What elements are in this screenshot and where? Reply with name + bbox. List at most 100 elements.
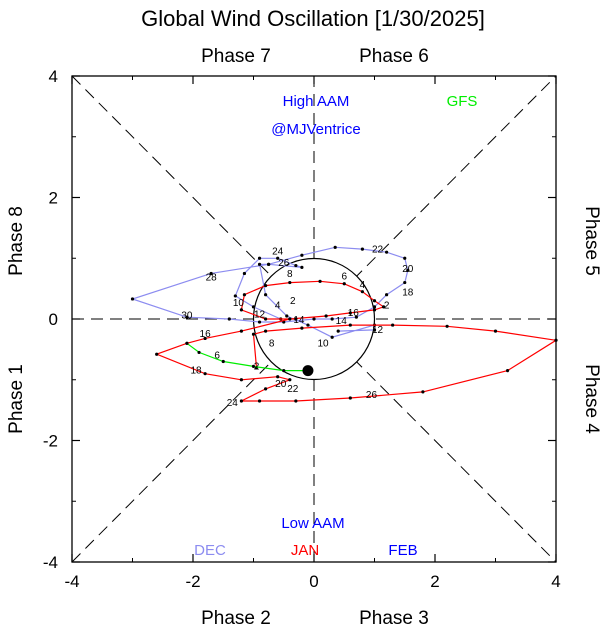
series-point <box>155 352 159 356</box>
day-label: 16 <box>348 308 360 319</box>
day-label: 8 <box>287 269 293 280</box>
series-point <box>385 250 389 254</box>
series-point <box>257 256 262 260</box>
series-point <box>318 279 322 283</box>
day-label: 20 <box>275 379 287 390</box>
series-point <box>288 378 292 382</box>
series-point <box>300 253 304 257</box>
day-label: 28 <box>206 273 218 284</box>
day-label: 2 <box>384 301 390 312</box>
day-label: 6 <box>341 271 347 282</box>
series-point <box>251 305 256 309</box>
y-tick-label: 2 <box>49 189 58 208</box>
series-point <box>267 262 271 266</box>
series-point <box>209 271 213 276</box>
y-tick-label: -2 <box>43 432 58 451</box>
series-point <box>233 294 237 298</box>
day-label: 24 <box>227 398 239 409</box>
legend-dec: DEC <box>194 542 226 559</box>
phase-2-label: Phase 2 <box>201 608 271 629</box>
series-point <box>197 350 201 355</box>
series-point <box>288 317 292 321</box>
series-point <box>203 336 207 341</box>
series-point <box>403 280 407 285</box>
series-point <box>330 335 334 339</box>
series-point <box>264 317 268 321</box>
series-point <box>385 293 389 297</box>
series-point <box>239 399 243 403</box>
series-point <box>288 280 292 285</box>
series-point <box>360 247 364 251</box>
phase-6-label: Phase 6 <box>359 46 429 67</box>
series-point <box>333 245 337 249</box>
series-point <box>506 369 510 373</box>
series-point <box>372 299 377 303</box>
series-point <box>342 282 346 286</box>
phase-4-label: Phase 4 <box>581 364 602 434</box>
series-point <box>264 293 268 297</box>
series-point <box>264 283 268 288</box>
day-label: 24 <box>272 247 284 258</box>
x-tick-label: -2 <box>185 572 200 591</box>
series-point <box>276 256 280 260</box>
day-label: 10 <box>233 298 245 309</box>
day-label: 12 <box>254 310 266 321</box>
credit-label: @MJVentrice <box>271 121 360 138</box>
day-label: 26 <box>278 258 290 269</box>
series-point <box>239 378 243 382</box>
series-point <box>348 311 352 315</box>
day-label: 2 <box>254 361 260 372</box>
series-point <box>285 314 289 318</box>
low-aam-label: Low AAM <box>281 515 344 532</box>
series-point <box>421 390 425 394</box>
day-label: 20 <box>402 264 414 275</box>
series-point <box>312 317 316 321</box>
current-position-marker <box>302 365 314 377</box>
series-point <box>381 305 386 309</box>
series-point <box>300 265 304 269</box>
series-point <box>242 293 247 297</box>
series-point <box>372 305 377 309</box>
series-point <box>130 297 135 301</box>
series-point <box>239 329 243 333</box>
day-label: 14 <box>293 315 305 326</box>
series-point <box>264 387 268 391</box>
day-label: 22 <box>287 384 299 395</box>
series-layer <box>130 245 558 403</box>
series-point <box>294 399 298 403</box>
day-label: 14 <box>336 316 348 327</box>
series-point <box>257 262 262 266</box>
series-point <box>403 256 407 260</box>
x-tick-label: -4 <box>64 572 79 591</box>
series-point <box>391 323 395 327</box>
series-point <box>336 329 340 333</box>
series-point <box>185 341 189 345</box>
series-point <box>276 375 280 379</box>
day-label: 22 <box>372 245 384 256</box>
phase-3-label: Phase 3 <box>359 608 429 629</box>
series-point <box>257 320 262 324</box>
y-tick-label: -4 <box>43 553 58 572</box>
series-point <box>227 317 231 321</box>
x-tick-label: 0 <box>309 572 318 591</box>
series-point <box>294 317 298 321</box>
legend-jan: JAN <box>291 542 319 559</box>
series-point <box>242 271 247 276</box>
series-point <box>257 399 262 403</box>
series-line-2 <box>186 342 308 372</box>
series-point <box>221 359 225 364</box>
x-tick-label: 4 <box>551 572 560 591</box>
y-tick-label: 4 <box>49 67 58 86</box>
chart-title: Global Wind Oscillation [1/30/2025] <box>141 6 485 31</box>
series-point <box>185 315 189 319</box>
series-point <box>360 290 364 294</box>
phase-8-label: Phase 8 <box>6 206 27 276</box>
day-label: 2 <box>290 296 296 307</box>
series-point <box>554 338 558 342</box>
high-aam-label: High AAM <box>283 93 350 110</box>
series-point <box>372 328 377 332</box>
phase-1-label: Phase 1 <box>6 364 27 434</box>
series-point <box>330 317 334 321</box>
day-label: 4 <box>275 301 281 312</box>
